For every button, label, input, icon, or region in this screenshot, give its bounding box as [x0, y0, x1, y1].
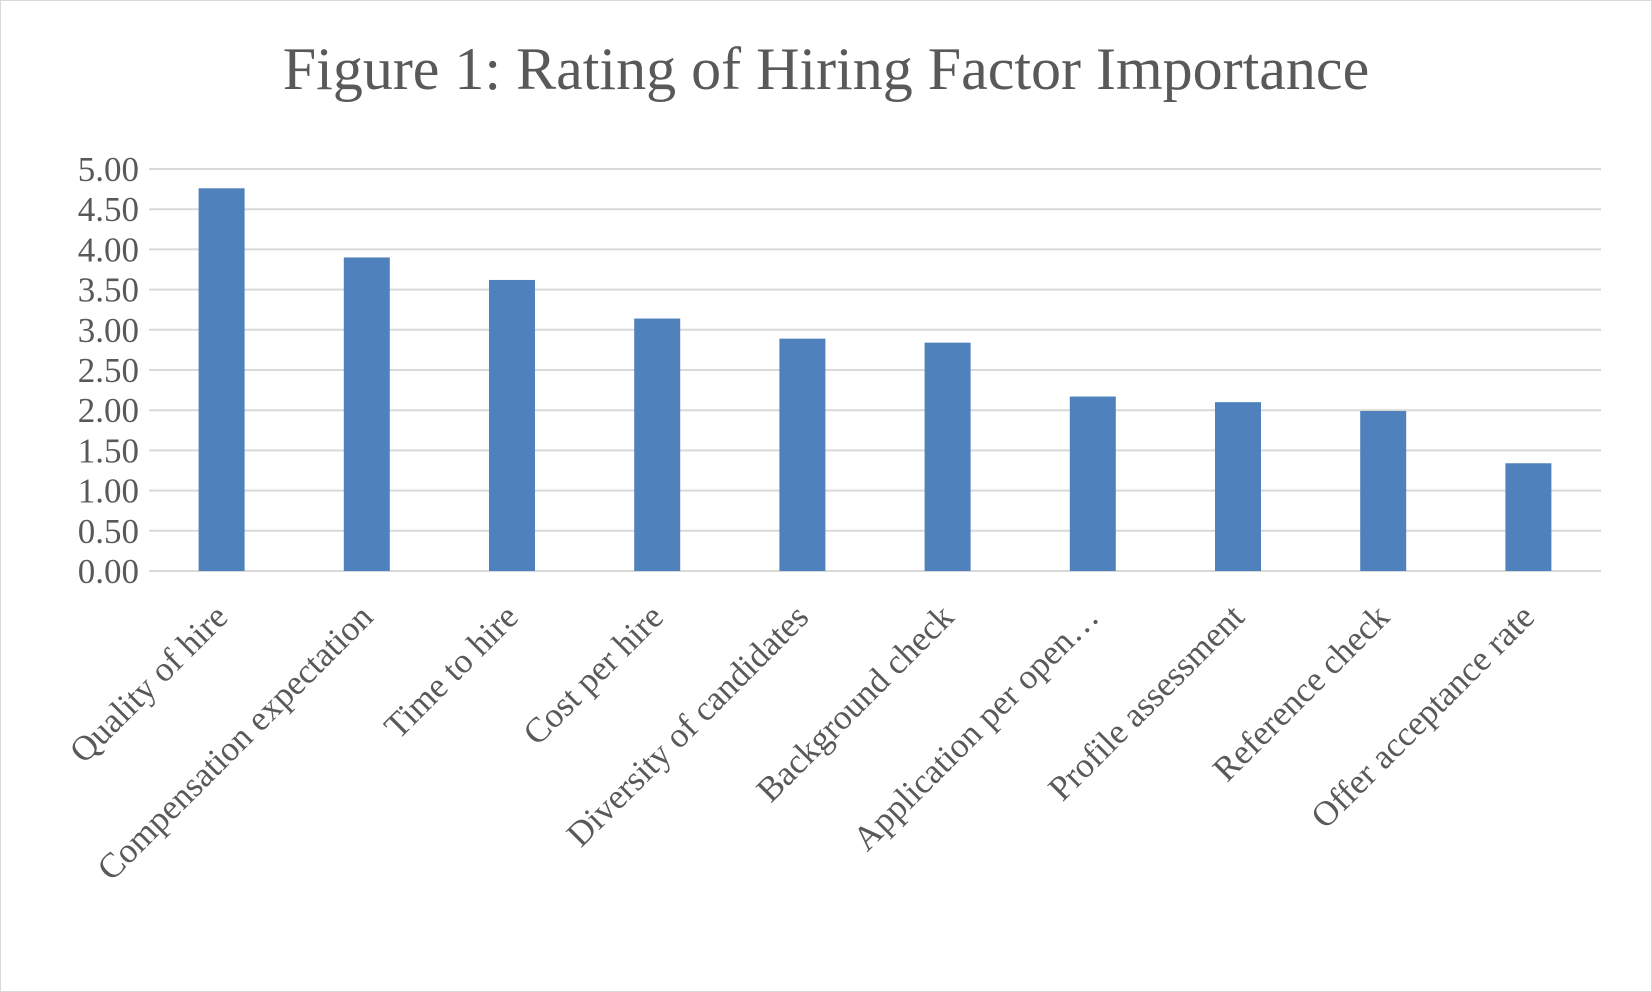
bar: [634, 318, 681, 571]
bar: [1360, 411, 1407, 571]
y-tick-label: 5.00: [78, 150, 139, 189]
y-tick-label: 3.50: [78, 271, 139, 310]
x-category-label: Compensation expectation: [90, 597, 381, 888]
x-category-label: Time to hire: [377, 597, 526, 746]
y-tick-label: 1.00: [78, 472, 139, 511]
bar: [1215, 402, 1261, 571]
gridlines: [149, 168, 1601, 572]
bar: [1505, 463, 1552, 571]
y-tick-label: 4.50: [78, 190, 139, 229]
chart-title: Figure 1: Rating of Hiring Factor Import…: [282, 36, 1370, 102]
bars: [198, 188, 1552, 571]
y-tick-label: 3.00: [78, 311, 139, 350]
y-tick-label: 1.50: [78, 431, 139, 470]
y-tick-label: 0.50: [78, 512, 139, 551]
y-axis-tick-labels: 0.000.501.001.502.002.503.003.504.004.50…: [78, 150, 139, 591]
y-tick-label: 4.00: [78, 230, 139, 269]
x-category-label: Cost per hire: [515, 597, 670, 752]
bar: [343, 257, 390, 571]
y-tick-label: 2.50: [78, 351, 139, 390]
bar: [779, 338, 826, 571]
x-category-label: Diversity of candidates: [559, 597, 816, 854]
y-tick-label: 2.00: [78, 391, 139, 430]
x-category-label: Application per open…: [845, 597, 1106, 858]
y-tick-label: 0.00: [78, 552, 139, 591]
bar: [924, 342, 971, 571]
bar: [1069, 396, 1116, 571]
bar: [198, 188, 245, 571]
bar: [489, 279, 535, 571]
